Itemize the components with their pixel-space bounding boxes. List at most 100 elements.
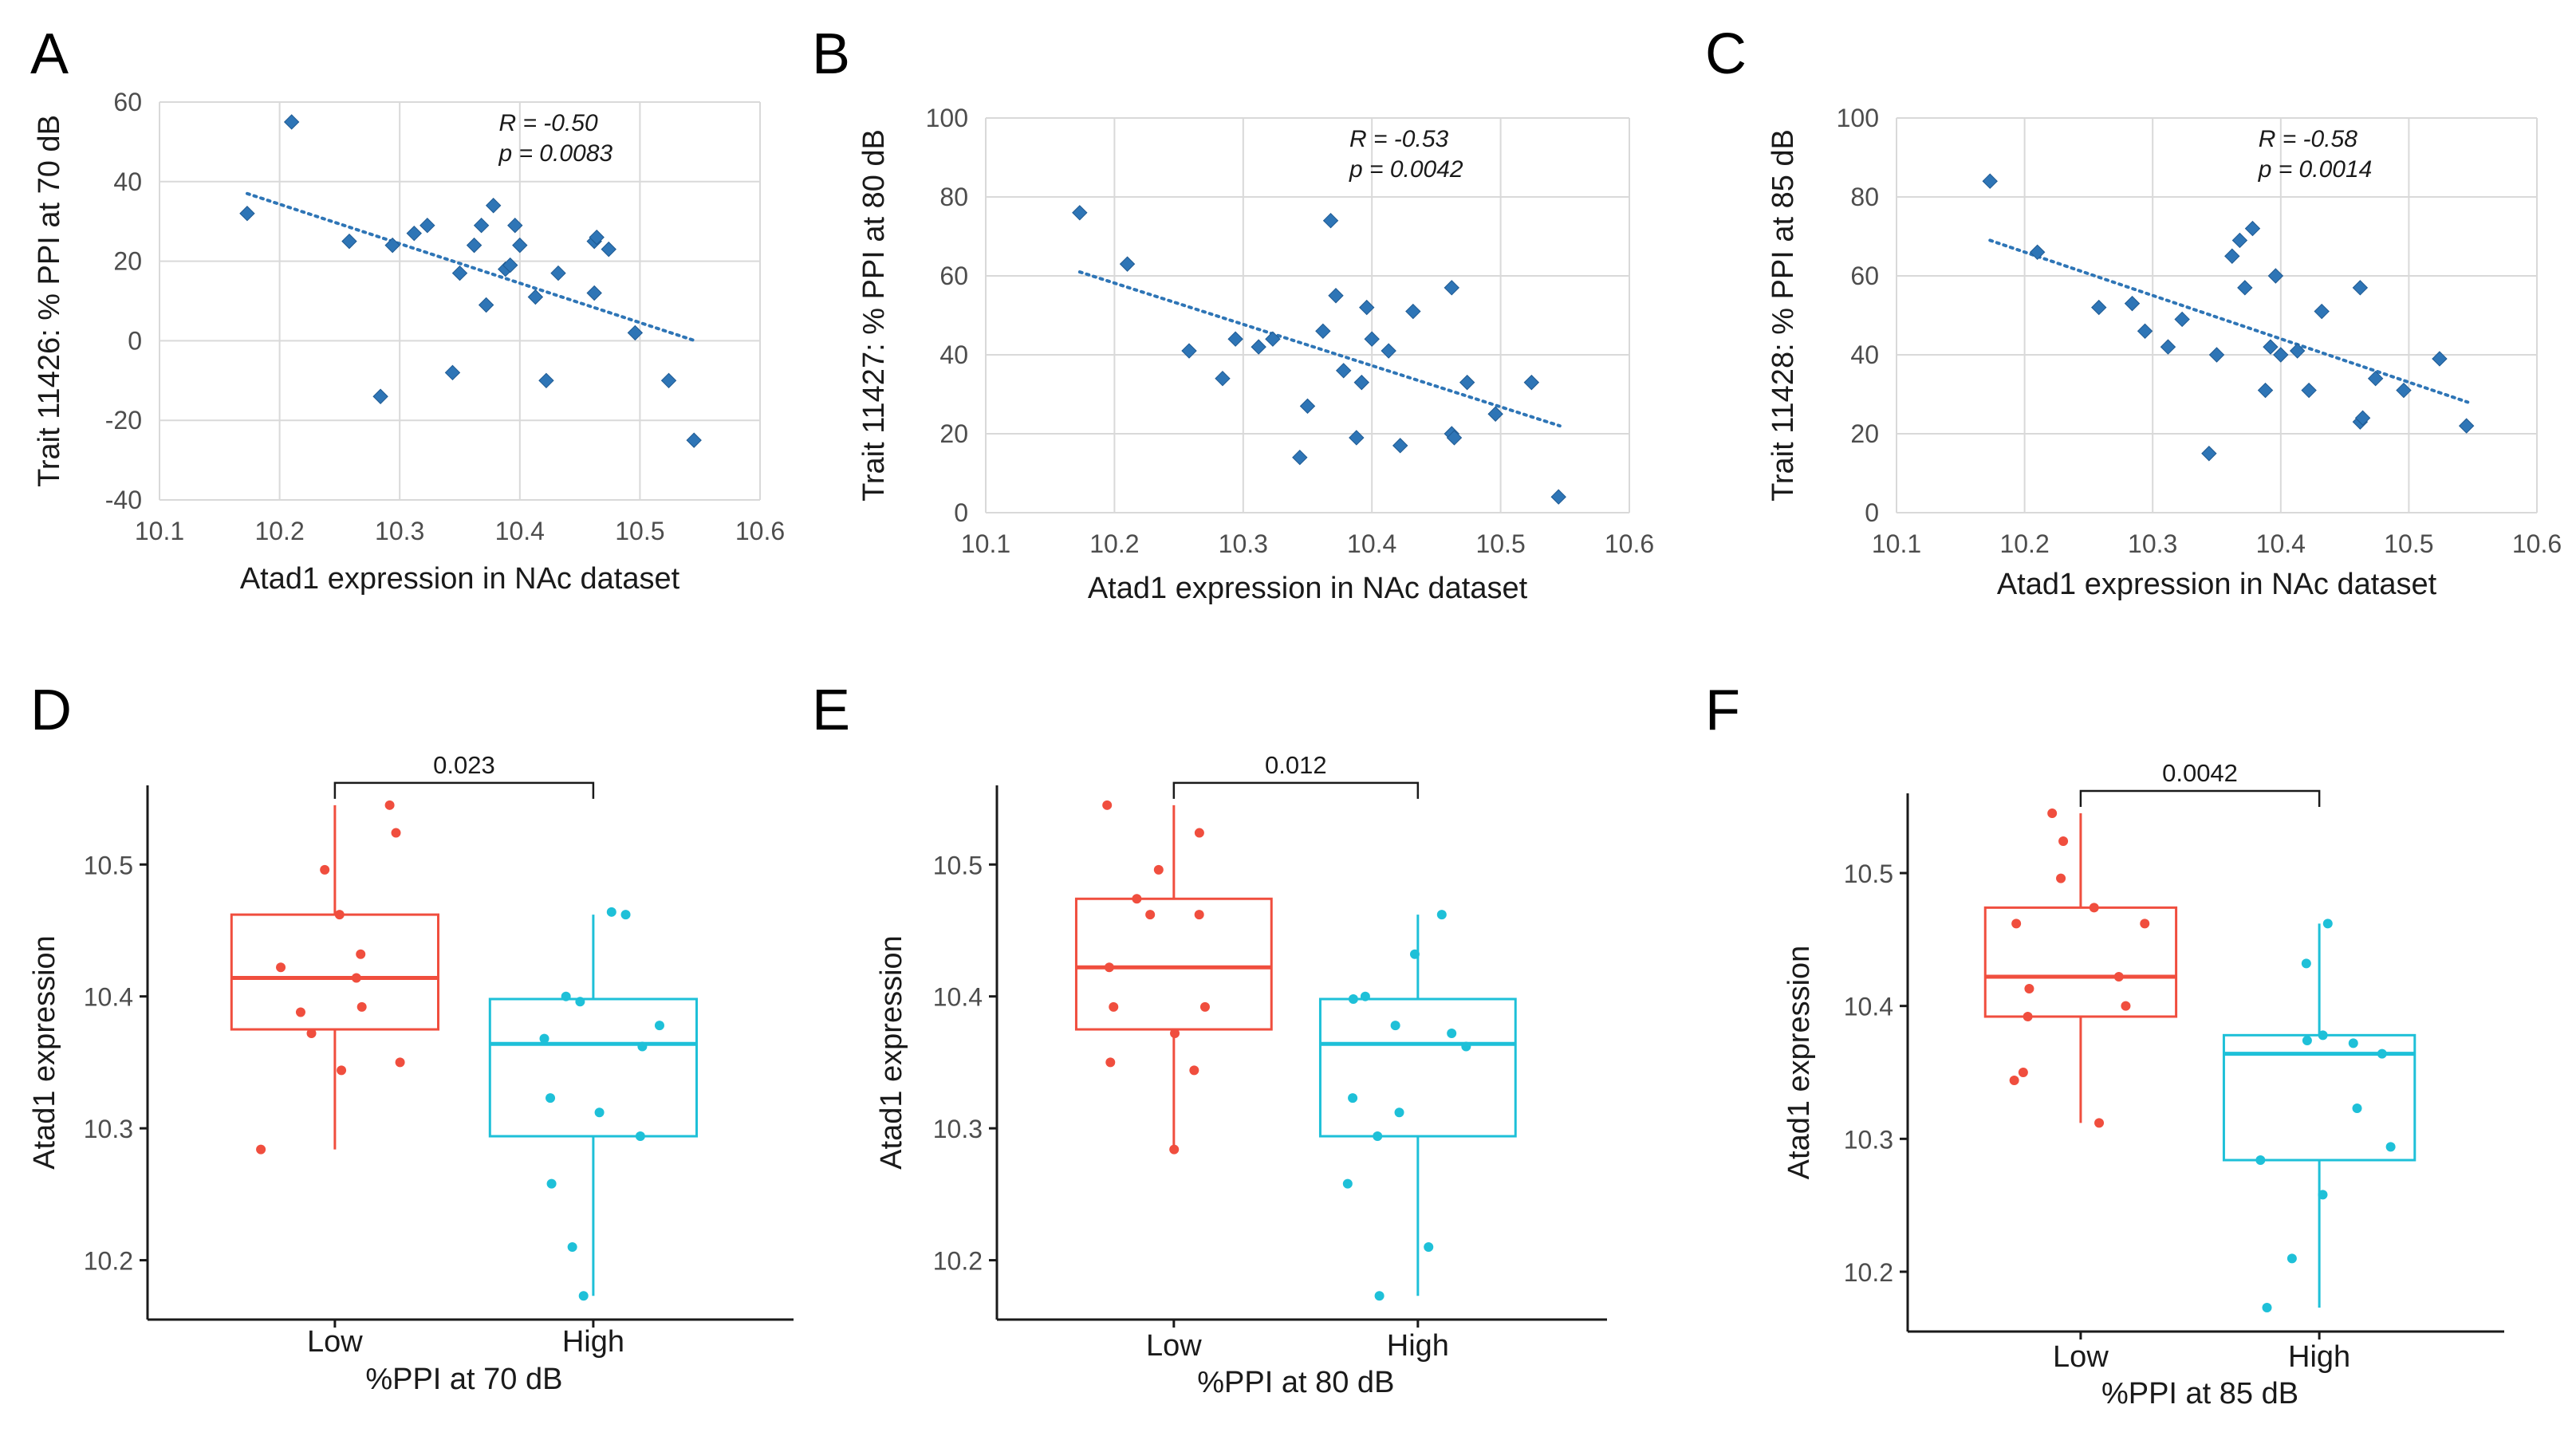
x-tick-label: 10.3 bbox=[1219, 529, 1268, 558]
data-point bbox=[594, 1107, 605, 1118]
significance-value: 0.023 bbox=[433, 751, 495, 779]
y-tick-label: -40 bbox=[105, 486, 142, 514]
correlation-r: R = -0.53 bbox=[1349, 126, 1449, 152]
data-point bbox=[507, 217, 523, 234]
x-tick-label: 10.4 bbox=[495, 517, 545, 545]
y-tick-label: 10.2 bbox=[1844, 1258, 1893, 1287]
y-tick-label: 80 bbox=[939, 183, 968, 211]
correlation-p: p = 0.0014 bbox=[2258, 156, 2373, 183]
data-point bbox=[2237, 280, 2253, 296]
data-point bbox=[538, 372, 554, 389]
y-tick-label: 10.4 bbox=[1844, 993, 1893, 1021]
data-point bbox=[1265, 331, 1281, 347]
data-point bbox=[1353, 374, 1369, 391]
significance-bracket bbox=[2079, 789, 2321, 807]
data-point bbox=[334, 910, 345, 920]
data-point bbox=[502, 257, 518, 273]
data-point bbox=[2160, 339, 2176, 355]
x-tick-label: 10.6 bbox=[735, 517, 785, 545]
data-point bbox=[2244, 220, 2261, 237]
data-point bbox=[1104, 962, 1114, 973]
data-point bbox=[660, 372, 677, 389]
data-point bbox=[2124, 295, 2141, 312]
data-point bbox=[2023, 1012, 2033, 1021]
panel-label-b: B bbox=[812, 22, 850, 86]
data-point bbox=[2224, 248, 2240, 264]
data-point bbox=[1373, 1131, 1383, 1142]
trendline bbox=[245, 191, 697, 343]
data-point bbox=[575, 997, 585, 1007]
data-point bbox=[1072, 205, 1088, 221]
correlation-r: R = -0.50 bbox=[498, 110, 598, 136]
data-point bbox=[527, 289, 544, 305]
data-point bbox=[1446, 430, 1463, 446]
y-tick-label: -20 bbox=[105, 406, 142, 435]
y-tick-label: 40 bbox=[1850, 340, 1879, 369]
panel-label-f: F bbox=[1705, 679, 1740, 742]
data-point bbox=[1424, 1242, 1434, 1253]
x-tick-label: 10.3 bbox=[2128, 529, 2177, 558]
x-tick-label: 10.1 bbox=[135, 517, 184, 545]
correlation-r: R = -0.58 bbox=[2259, 126, 2358, 152]
data-point bbox=[1342, 1178, 1353, 1189]
trendline bbox=[1077, 270, 1562, 428]
data-point bbox=[2011, 919, 2022, 929]
x-tick-label: 10.5 bbox=[1475, 529, 1525, 558]
category-label: Low bbox=[307, 1325, 363, 1359]
data-point bbox=[2273, 347, 2289, 363]
y-tick-label: 60 bbox=[1850, 262, 1879, 290]
data-point bbox=[2056, 873, 2066, 883]
data-point bbox=[306, 1029, 317, 1039]
y-tick-label: 10.4 bbox=[84, 983, 133, 1012]
data-point bbox=[1194, 910, 1204, 920]
x-tick-label: 10.4 bbox=[2256, 529, 2306, 558]
data-point bbox=[395, 1057, 405, 1068]
data-point bbox=[1299, 398, 1316, 415]
category-label: High bbox=[1387, 1329, 1449, 1363]
panel-a: A 10.1 10.2 10.3 10.4 10.5 10.6 -40 -20 0 20 40 60 R… bbox=[30, 22, 785, 596]
data-point bbox=[2091, 299, 2107, 316]
data-point bbox=[2458, 418, 2475, 434]
data-point bbox=[1436, 910, 1447, 920]
data-point bbox=[627, 325, 644, 341]
data-point bbox=[2208, 347, 2225, 363]
x-tick-label: 10.5 bbox=[615, 517, 664, 545]
data-point bbox=[2314, 303, 2330, 320]
data-point bbox=[2318, 1030, 2328, 1041]
box-low bbox=[230, 913, 439, 1031]
y-tick-label: 10.3 bbox=[84, 1115, 133, 1143]
panel-c: C 10.1 10.2 10.3 10.4 10.5 10.6 0 20 40 60 80 100 R … bbox=[1705, 22, 2562, 601]
data-point bbox=[1444, 280, 1459, 296]
data-point bbox=[1447, 1029, 1457, 1039]
category-label: Low bbox=[2053, 1340, 2109, 1374]
x-tick-label: 10.4 bbox=[1347, 529, 1396, 558]
y-tick-label: 10.3 bbox=[1844, 1125, 1893, 1154]
data-point bbox=[1189, 1065, 1199, 1076]
panel-label-e: E bbox=[812, 679, 850, 742]
data-point bbox=[419, 217, 435, 234]
data-point bbox=[586, 285, 602, 301]
data-point bbox=[466, 237, 483, 254]
data-point bbox=[1251, 339, 1266, 355]
y-axis-title: Atad1 expression bbox=[875, 935, 908, 1170]
panel-label-d: D bbox=[30, 679, 72, 742]
data-point bbox=[654, 1021, 664, 1031]
y-tick-label: 20 bbox=[1850, 419, 1879, 448]
data-point bbox=[686, 432, 702, 448]
data-point bbox=[2367, 370, 2384, 387]
data-point bbox=[2174, 311, 2190, 328]
y-axis-title: Trait 11428: % PPI at 85 dB bbox=[1767, 129, 1800, 502]
data-point bbox=[2058, 836, 2069, 846]
data-point bbox=[2348, 1038, 2358, 1048]
data-point bbox=[1215, 370, 1231, 387]
data-point bbox=[2137, 323, 2153, 340]
y-tick-label: 60 bbox=[113, 88, 142, 116]
data-point bbox=[1335, 363, 1352, 379]
y-tick-label: 0 bbox=[954, 498, 968, 527]
y-tick-label: 20 bbox=[939, 419, 968, 448]
y-tick-label: 10.3 bbox=[933, 1115, 983, 1143]
data-point bbox=[2289, 343, 2306, 359]
data-point bbox=[337, 1065, 347, 1076]
trendline bbox=[1988, 238, 2470, 404]
